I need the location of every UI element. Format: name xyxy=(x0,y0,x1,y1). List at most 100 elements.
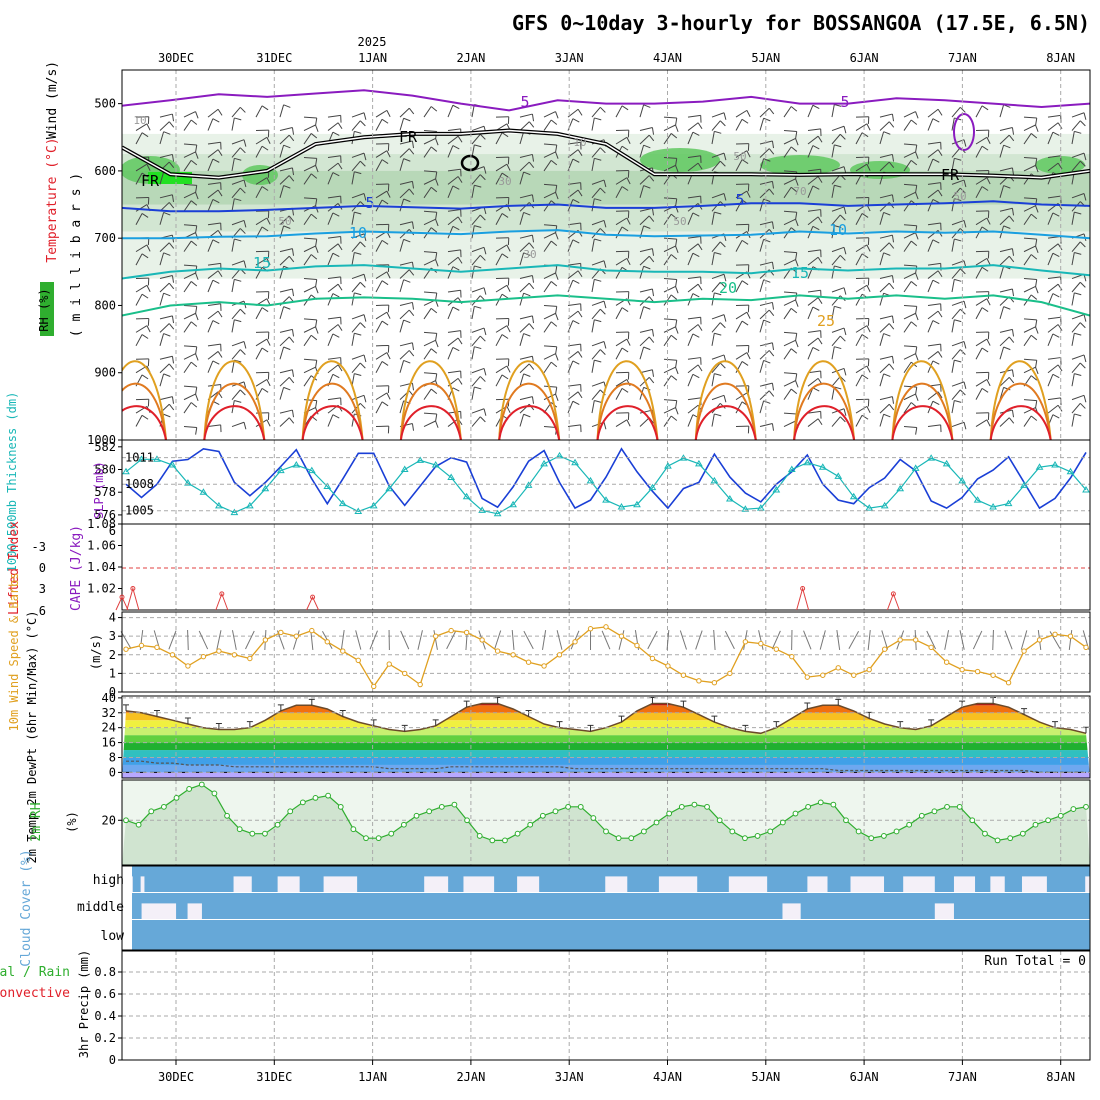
wind-barb-staff xyxy=(159,153,173,158)
temp-body xyxy=(122,696,1090,778)
wind-barb-staff xyxy=(999,207,1013,212)
wind-barb xyxy=(735,239,749,252)
surface-barb-staff xyxy=(647,630,658,650)
wind-barb-flag xyxy=(1008,134,1015,142)
wind-barb xyxy=(615,186,629,199)
wind-barb-staff xyxy=(879,363,890,374)
wind-barb-staff xyxy=(495,132,503,145)
wind-barb-staff xyxy=(759,239,765,252)
wind-barb-flag xyxy=(523,211,531,216)
surface-barb-staff xyxy=(168,630,177,650)
wind-barb xyxy=(975,387,989,400)
wind-barb xyxy=(351,394,367,403)
wind-barb-flag xyxy=(626,217,631,225)
wind-barb-staff xyxy=(615,136,628,145)
wind-barb xyxy=(687,243,703,253)
wind-barb-staff xyxy=(207,360,214,373)
wind-barb-flag xyxy=(937,189,943,197)
surface-barb-staff xyxy=(944,630,950,650)
wind-barb-staff xyxy=(519,153,533,158)
wind-barb xyxy=(831,386,842,400)
wind-barb xyxy=(1047,243,1063,253)
wind-barb xyxy=(423,138,439,146)
wind-speed-marker xyxy=(804,674,810,680)
wind-barb-staff xyxy=(687,374,694,387)
rh-marker xyxy=(918,812,925,819)
thickness-marker xyxy=(168,461,177,468)
rh-marker xyxy=(464,817,470,824)
wind-barb xyxy=(399,309,415,320)
wind-barb-staff xyxy=(423,251,437,254)
wind-barb-staff xyxy=(1047,212,1054,225)
wind-barb xyxy=(951,157,962,171)
wind-barb xyxy=(1047,212,1060,225)
wind-barb-flag xyxy=(507,116,510,124)
wind-barb-flag xyxy=(626,419,631,427)
wind-barb-staff xyxy=(375,385,389,387)
wind-barb-flag xyxy=(763,198,771,203)
wind-barb-flag xyxy=(981,105,989,111)
wind-barb-staff xyxy=(303,124,316,131)
wind-barb xyxy=(735,311,751,320)
wind-barb-staff xyxy=(447,128,461,132)
wind-barb-staff xyxy=(807,297,819,306)
wind-barb-flag xyxy=(763,319,771,324)
wind-barb xyxy=(135,277,150,286)
wind-barb xyxy=(159,396,175,404)
cloud-high-gap xyxy=(658,876,698,892)
wind-barb xyxy=(447,225,460,239)
wind-barb-flag xyxy=(141,213,149,218)
wind-barb-staff xyxy=(783,259,796,266)
wind-barb xyxy=(903,312,919,321)
wind-barb xyxy=(783,331,798,341)
wind-barb-staff xyxy=(351,120,361,131)
wind-barb-staff xyxy=(927,279,934,293)
wind-barb xyxy=(831,416,846,427)
rh-marker xyxy=(982,830,988,837)
wind-barb xyxy=(327,316,342,325)
wind-barb-staff xyxy=(855,284,868,293)
year-label: 2025 xyxy=(358,35,387,49)
wind-barb xyxy=(855,318,870,326)
wind-barb-flag xyxy=(723,153,727,161)
wind-barb-staff xyxy=(303,334,312,347)
wind-barb-staff xyxy=(543,312,556,320)
wind-barb xyxy=(855,405,871,414)
rh-marker xyxy=(1007,835,1014,842)
wind-barb-flag xyxy=(168,121,175,128)
wind-barb-staff xyxy=(831,206,845,212)
wind-barb-flag xyxy=(387,183,390,192)
wind-barb xyxy=(471,346,482,360)
surface-wind-barb xyxy=(926,630,936,650)
wind-barb-staff xyxy=(1023,326,1036,333)
wind-barb xyxy=(615,291,630,299)
rh-marker xyxy=(1057,812,1064,819)
wind-barb-flag xyxy=(741,239,749,245)
wind-barb-flag xyxy=(146,163,151,171)
wind-barb-flag xyxy=(457,135,463,143)
wind-barb-staff xyxy=(951,268,961,279)
wind-barb-flag xyxy=(555,387,558,395)
wind-barb-staff xyxy=(495,163,508,172)
wind-barb xyxy=(879,363,895,374)
wind-barb xyxy=(1047,333,1060,347)
wind-barb-flag xyxy=(812,387,820,392)
wind-barb xyxy=(999,215,1015,226)
wind-barb-staff xyxy=(927,189,939,199)
wind-barb xyxy=(687,195,702,204)
wind-barb-staff xyxy=(1023,366,1036,374)
top-day-label: 31DEC xyxy=(256,51,292,65)
wind-barb-staff xyxy=(471,386,475,400)
wind-barb-staff xyxy=(375,109,388,118)
wind-barb-flag xyxy=(171,356,175,364)
wind-barb xyxy=(951,319,962,333)
wind-barb xyxy=(903,304,918,314)
wind-barb-flag xyxy=(915,313,919,321)
surface-wind-barb xyxy=(666,629,670,651)
rh-marker xyxy=(855,828,862,835)
wind-barb-staff xyxy=(903,402,912,414)
wind-barb-staff xyxy=(471,376,481,387)
wind-barb-staff xyxy=(471,246,485,253)
wind-barb-staff xyxy=(591,319,595,333)
wind-barb xyxy=(855,116,870,124)
